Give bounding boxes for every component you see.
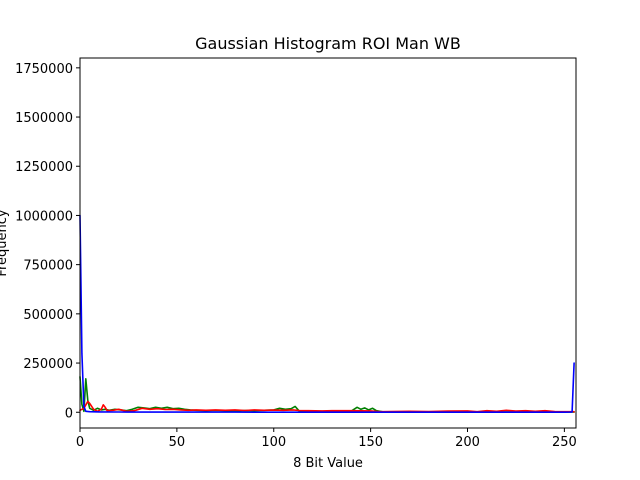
y-tick-label: 1250000	[15, 160, 73, 175]
y-tick-label: 0	[65, 406, 73, 421]
x-axis: 0 50 100 150 200 250	[76, 428, 577, 450]
series-layer	[79, 214, 575, 413]
chart-title: Gaussian Histogram ROI Man WB	[195, 34, 461, 53]
series-line-red	[79, 400, 575, 413]
x-tick-label: 0	[76, 435, 84, 450]
x-tick-label: 100	[261, 435, 286, 450]
x-tick-label: 50	[169, 435, 186, 450]
plot-frame	[79, 57, 577, 429]
x-tick-label: 150	[358, 435, 383, 450]
series-line-blue	[79, 214, 575, 413]
x-axis-label: 8 Bit Value	[293, 456, 363, 471]
y-tick-label: 250000	[23, 357, 73, 372]
y-axis-label: Frequency	[0, 209, 10, 276]
x-tick-label: 200	[455, 435, 480, 450]
x-tick-label: 250	[552, 435, 577, 450]
y-tick-label: 1750000	[15, 62, 73, 77]
y-tick-label: 500000	[23, 308, 73, 323]
y-tick-label: 1000000	[15, 209, 73, 224]
y-axis: 0 250000 500000 750000 1000000 1250000 1500000…	[15, 62, 80, 421]
y-tick-label: 750000	[23, 259, 73, 274]
y-tick-label: 1500000	[15, 111, 73, 126]
